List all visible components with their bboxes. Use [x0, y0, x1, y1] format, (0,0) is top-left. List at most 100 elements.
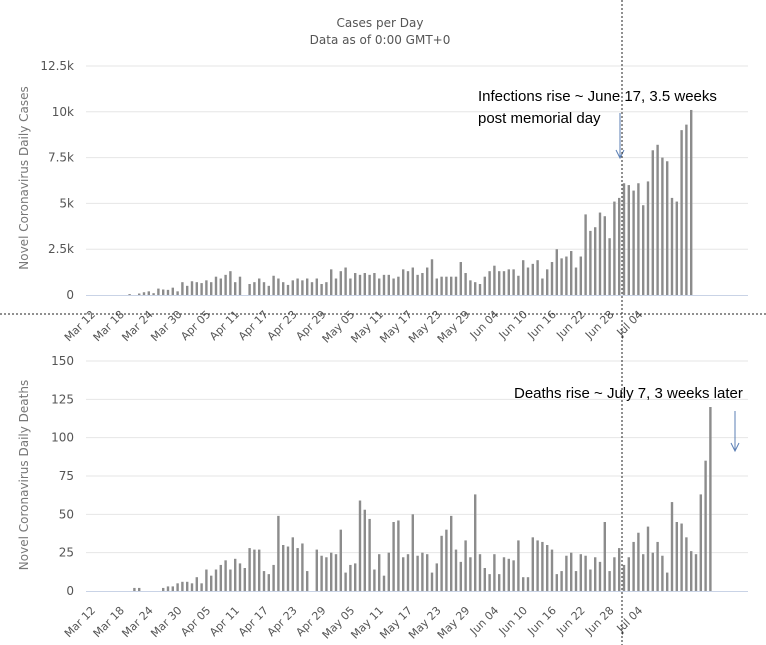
annotation-line-2: post memorial day [478, 110, 601, 127]
bar [416, 555, 419, 591]
x-tick-label: Apr 23 [265, 308, 300, 343]
bar [392, 522, 395, 591]
deaths-chart: Novel Coronavirus Daily Deaths 0 25 50 75 10… [17, 354, 748, 642]
bar [651, 150, 654, 295]
bar [445, 529, 448, 591]
bar [363, 509, 366, 591]
bar [397, 276, 400, 295]
bar [330, 269, 333, 295]
bar [286, 546, 290, 591]
bar [267, 574, 270, 591]
bar [426, 554, 429, 591]
bar [483, 276, 486, 295]
bar [661, 555, 664, 591]
bar [411, 514, 414, 591]
x-tick-label: Mar 30 [148, 604, 184, 640]
bar [627, 557, 630, 591]
x-tick-label: Jul 04 [614, 604, 646, 636]
bar [210, 282, 213, 295]
bar [637, 183, 640, 295]
bar [272, 564, 275, 591]
bar [387, 552, 390, 591]
bar [594, 557, 597, 591]
bar [622, 564, 626, 591]
bar [546, 545, 549, 591]
bar [454, 549, 458, 591]
bar [282, 282, 285, 295]
bar [421, 552, 424, 591]
bar [435, 278, 438, 295]
bar [373, 569, 376, 591]
bar [262, 571, 266, 591]
bar [171, 586, 174, 591]
bar [344, 572, 347, 591]
bar [368, 518, 371, 591]
bar [526, 577, 530, 591]
y-tick-label: 7.5k [48, 151, 74, 165]
bar [546, 269, 549, 295]
bar [560, 571, 563, 591]
bar [550, 262, 554, 295]
bar [152, 293, 155, 295]
bar [128, 294, 131, 295]
bar [493, 554, 496, 591]
bar [498, 271, 501, 295]
bar [301, 280, 304, 295]
bar [579, 256, 582, 295]
bar [478, 554, 482, 591]
bar [469, 557, 472, 591]
bar [502, 271, 506, 295]
bar [205, 569, 208, 591]
bar [488, 574, 491, 591]
bar [661, 157, 664, 295]
bar [138, 293, 141, 295]
bar [512, 560, 515, 591]
bar [550, 549, 554, 591]
x-tick-label: Jun 10 [496, 308, 530, 342]
bar [181, 581, 184, 591]
bar [694, 554, 698, 591]
bar [176, 583, 179, 591]
bar [378, 554, 381, 591]
x-tick-label: Mar 12 [62, 308, 98, 344]
bar [363, 273, 366, 295]
bar [555, 249, 558, 295]
bar [632, 190, 635, 295]
x-tick-label: Mar 24 [119, 604, 155, 640]
bar [402, 269, 405, 295]
bar [306, 278, 309, 295]
x-tick-label: Apr 17 [236, 308, 271, 343]
bar [354, 563, 357, 591]
bar [378, 278, 381, 295]
bar [574, 267, 578, 295]
bar [517, 540, 520, 591]
x-tick-label: Jun 22 [553, 604, 587, 638]
gridlines [86, 360, 748, 592]
x-tick-label: Jun 28 [582, 604, 616, 638]
bar [210, 575, 213, 591]
bar [522, 260, 525, 295]
bar [224, 560, 227, 591]
bar [291, 280, 294, 295]
bar [282, 545, 285, 591]
bar [253, 282, 256, 295]
bar [382, 274, 386, 295]
bar [603, 216, 606, 295]
bar [704, 460, 707, 591]
bar [656, 541, 659, 591]
x-tick-label: May 29 [435, 604, 473, 642]
bar [541, 278, 544, 295]
bar [646, 181, 650, 295]
bar [421, 273, 424, 295]
annotation-arrow [730, 411, 740, 453]
bar [430, 259, 434, 295]
bar [349, 564, 352, 591]
bar [190, 281, 194, 295]
bar [339, 271, 342, 295]
bar [555, 574, 558, 591]
bar [464, 273, 467, 295]
bar [440, 535, 443, 591]
bar [397, 520, 400, 591]
bar [570, 251, 573, 295]
bar [147, 291, 150, 295]
